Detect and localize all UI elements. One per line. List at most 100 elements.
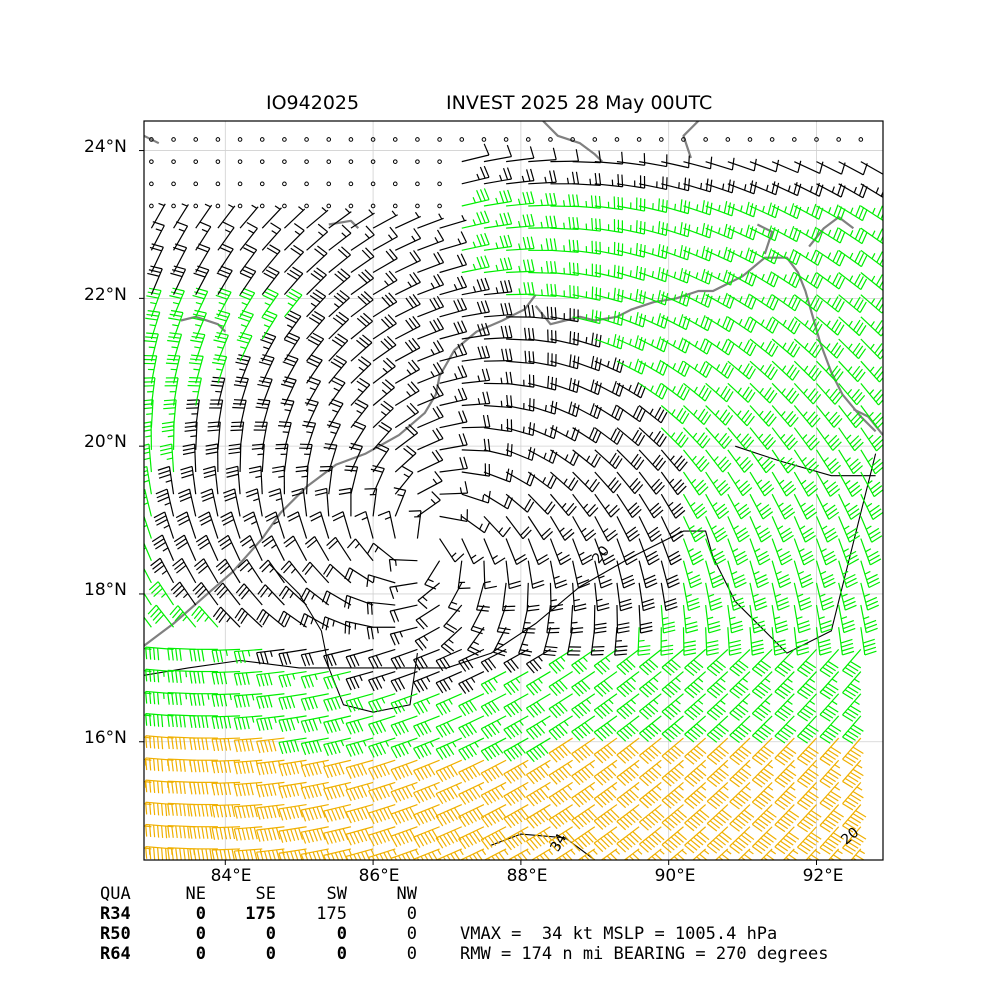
barb-feather (712, 773, 724, 782)
barb-feather (581, 813, 591, 823)
barb-feather (167, 781, 170, 794)
barb-feather (774, 824, 786, 833)
barb-feather (597, 840, 607, 850)
barb-half-feather (407, 741, 412, 748)
barb-feather (129, 558, 139, 565)
wind-barb (368, 826, 396, 847)
barb-staff (684, 737, 707, 757)
barb-feather (330, 764, 337, 777)
barb-feather (209, 826, 213, 839)
barb-feather (308, 786, 314, 798)
barb-feather (157, 847, 160, 860)
barb-feather (807, 790, 819, 799)
wind-barb (278, 803, 307, 821)
barb-feather (398, 788, 406, 801)
barb-staff (145, 735, 174, 739)
wind-barb (646, 848, 665, 860)
barb-staff (797, 804, 817, 826)
wind-barb (145, 823, 174, 839)
barb-feather (639, 821, 649, 831)
barb-feather (171, 781, 174, 794)
barb-feather (593, 776, 604, 786)
wind-barb (145, 779, 174, 794)
barb-staff (301, 803, 329, 811)
barb-feather (416, 835, 425, 847)
barb-feather (645, 750, 656, 760)
barb-feather (805, 749, 817, 757)
barb-feather (651, 789, 662, 799)
barb-feather (676, 809, 687, 819)
barb-feather (145, 713, 148, 726)
barb-feather (145, 780, 148, 793)
barb-half-feather (348, 849, 352, 856)
barb-half-feather (792, 849, 799, 855)
barb-feather (777, 777, 789, 785)
barb-feather (416, 790, 425, 802)
wind-barb (661, 781, 684, 809)
barb-feather (290, 851, 295, 860)
barb-feather (465, 812, 474, 824)
barb-feather (233, 806, 238, 819)
barb-half-feather (571, 621, 578, 624)
barb-feather (651, 833, 662, 843)
barb-feather (413, 725, 421, 737)
barb-feather (193, 737, 197, 751)
barb-feather (215, 716, 220, 729)
barb-feather (740, 834, 752, 843)
wind-barb (661, 804, 687, 831)
wind-barb (323, 759, 352, 779)
barb-staff (458, 715, 485, 729)
barb-feather (442, 723, 451, 735)
barb-feather (300, 765, 307, 778)
barb-feather (610, 830, 620, 841)
barb-feather (398, 744, 406, 756)
wind-barb (819, 737, 842, 766)
barb-feather (345, 723, 352, 735)
barb-feather (740, 768, 752, 777)
barb-feather (124, 801, 125, 813)
barb-feather (431, 829, 439, 841)
barb-feather (308, 719, 314, 732)
barb-feather (833, 810, 844, 818)
barb-feather (532, 747, 542, 758)
barb-feather (709, 798, 721, 807)
barb-feather (166, 358, 180, 361)
barb-feather (342, 806, 349, 818)
barb-feather (161, 714, 164, 728)
barb-feather (132, 512, 143, 518)
wind-barb (368, 848, 397, 860)
barb-feather (271, 805, 277, 818)
barb-feather (294, 761, 300, 774)
barb-feather (751, 779, 763, 788)
barb-feather (312, 718, 318, 731)
barb-feather (193, 782, 197, 795)
barb-staff (774, 804, 795, 826)
barb-staff (593, 781, 618, 800)
barb-feather (420, 811, 428, 823)
barb-feather (420, 745, 428, 757)
barb-feather (810, 854, 821, 860)
barb-staff (368, 759, 396, 770)
barb-feather (253, 827, 258, 840)
wind-barb (751, 826, 777, 855)
barb-feather (256, 829, 261, 842)
barb-feather (375, 832, 383, 844)
barb-feather (436, 859, 437, 860)
barb-feather (205, 782, 209, 795)
barb-feather (673, 833, 684, 843)
wind-barb (729, 759, 752, 788)
barb-half-feather (455, 784, 461, 791)
barb-feather (334, 785, 341, 798)
barb-feather (622, 771, 633, 782)
barb-feather (738, 770, 749, 780)
barb-feather (282, 830, 288, 843)
barb-staff (145, 713, 174, 717)
barb-staff (661, 759, 684, 779)
wind-barb (593, 781, 618, 808)
barb-feather (693, 792, 704, 802)
barb-staff (819, 826, 840, 849)
barb-feather (852, 768, 864, 777)
barb-half-feather (856, 764, 863, 769)
barb-staff (616, 759, 640, 778)
barb-feather (435, 748, 444, 760)
